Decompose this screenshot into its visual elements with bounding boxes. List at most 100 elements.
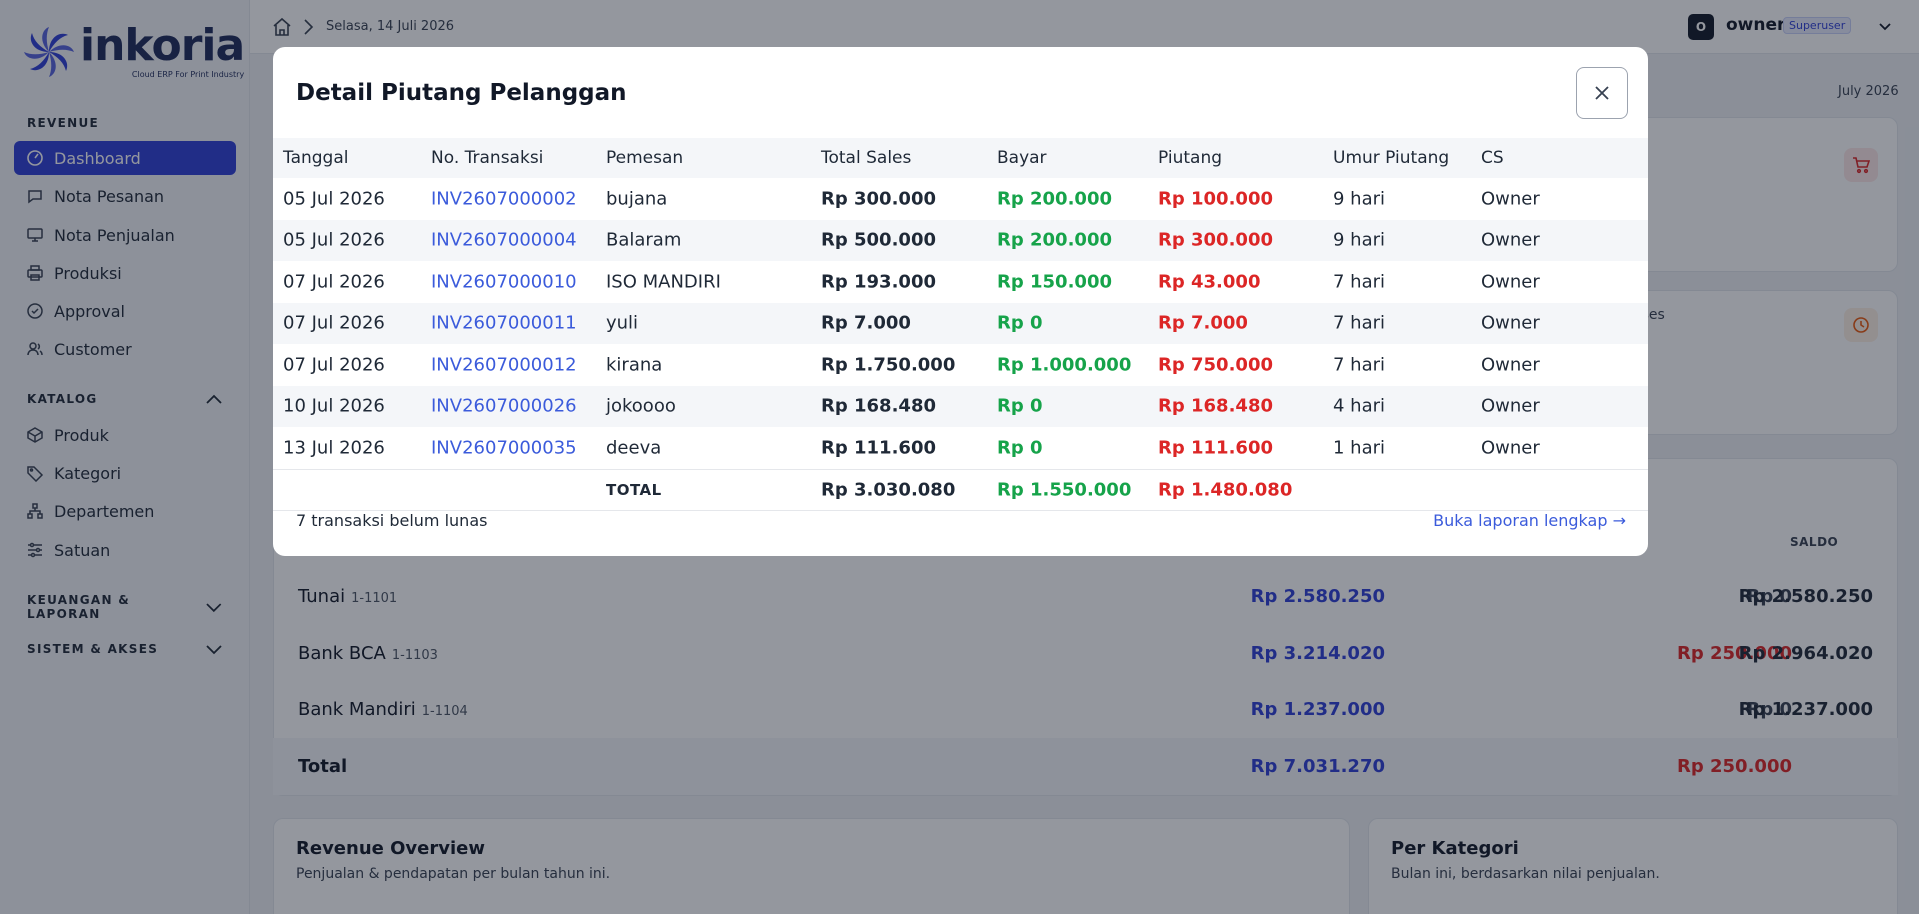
invoice-link[interactable]: INV2607000012	[431, 354, 577, 376]
user-name[interactable]: owner	[1726, 15, 1786, 35]
total-label: Total	[298, 756, 348, 777]
chevron-down-icon[interactable]	[1878, 20, 1892, 34]
column-header: Total Sales	[821, 148, 912, 168]
cell-cs: Owner	[1481, 354, 1540, 376]
cell-customer: yuli	[606, 312, 639, 334]
brand-tagline: Cloud ERP For Print Industry	[131, 70, 245, 79]
account-name: Bank BCA	[298, 643, 386, 664]
cell-customer: deeva	[606, 437, 662, 459]
cell-customer: jokoooo	[606, 395, 676, 417]
table-header-row: Tanggal No. Transaksi Pemesan Total Sale…	[273, 138, 1648, 178]
cell-cs: Owner	[1481, 395, 1540, 417]
cell-date: 07 Jul 2026	[283, 312, 385, 334]
cell-receivable: Rp 168.480	[1158, 395, 1273, 417]
cell-cs: Owner	[1481, 271, 1540, 293]
table-row[interactable]: 07 Jul 2026 INV2607000011 yuli Rp 7.000 …	[273, 302, 1648, 344]
total-label: TOTAL	[606, 480, 662, 499]
table-total-row: Total Rp 7.031.270 Rp 250.000	[273, 738, 1898, 795]
table-row[interactable]: Bank BCA 1-1103 Rp 3.214.020 Rp 250.000 R…	[273, 625, 1898, 682]
users-icon	[26, 340, 44, 358]
column-header: Umur Piutang	[1333, 148, 1450, 168]
close-icon	[1595, 86, 1609, 100]
section-katalog[interactable]: KATALOG	[27, 392, 223, 406]
cell-receivable: Rp 300.000	[1158, 229, 1273, 251]
invoice-link[interactable]: INV2607000002	[431, 188, 577, 210]
total-receivable: Rp 1.480.080	[1158, 479, 1293, 500]
cell-total-sales: Rp 300.000	[821, 188, 936, 210]
cell-total-sales: Rp 7.000	[821, 312, 911, 334]
table-row[interactable]: 07 Jul 2026 INV2607000010 ISO MANDIRI Rp…	[273, 261, 1648, 303]
sidebar-item-customer[interactable]: Customer	[14, 332, 236, 366]
account-code: 1-1101	[351, 591, 398, 606]
cell-total-sales: Rp 193.000	[821, 271, 936, 293]
cell-paid: Rp 0	[997, 395, 1043, 417]
cell-paid: Rp 200.000	[997, 229, 1112, 251]
sidebar-item-label: Kategori	[54, 463, 122, 483]
cash-out: Rp 0	[1746, 699, 1792, 720]
cell-total-sales: Rp 500.000	[821, 229, 936, 251]
cell-age: 7 hari	[1333, 354, 1386, 376]
invoice-link[interactable]: INV2607000010	[431, 271, 577, 293]
table-row[interactable]: 05 Jul 2026 INV2607000004 Balaram Rp 500…	[273, 219, 1648, 261]
sidebar-item-label: Nota Penjualan	[54, 225, 175, 245]
cell-date: 10 Jul 2026	[283, 395, 385, 417]
sidebar-item-approval[interactable]: Approval	[14, 294, 236, 328]
table-row[interactable]: 05 Jul 2026 INV2607000002 bujana Rp 300.…	[273, 178, 1648, 220]
sidebar-item-dashboard[interactable]: Dashboard	[14, 141, 236, 175]
table-row[interactable]: 07 Jul 2026 INV2607000012 kirana Rp 1.75…	[273, 344, 1648, 386]
column-header: Piutang	[1158, 148, 1223, 168]
cell-total-sales: Rp 1.750.000	[821, 354, 956, 376]
month-label: July 2026	[1838, 84, 1899, 99]
revenue-overview-title: Revenue Overview	[296, 838, 485, 859]
account-name: Tunai	[298, 586, 346, 607]
section-keuangan-label: KEUANGAN & LAPORAN	[27, 593, 131, 621]
account-code: 1-1103	[391, 648, 438, 663]
sidebar-item-produk[interactable]: Produk	[14, 418, 236, 452]
unpaid-count: 7 transaksi belum lunas	[296, 511, 488, 530]
breadcrumb-date: Selasa, 14 Juli 2026	[326, 19, 455, 34]
printer-icon	[26, 264, 44, 282]
brand-logo[interactable]: inkoria Cloud ERP For Print Industry	[22, 24, 245, 79]
chevron-down-icon	[206, 645, 222, 655]
cell-age: 9 hari	[1333, 229, 1386, 251]
sidebar-item-kategori[interactable]: Kategori	[14, 456, 236, 490]
cell-cs: Owner	[1481, 312, 1540, 334]
table-row[interactable]: 13 Jul 2026 INV2607000035 deeva Rp 111.6…	[273, 427, 1648, 469]
cell-customer: Balaram	[606, 229, 682, 251]
column-header: Tanggal	[283, 148, 349, 168]
cell-paid: Rp 150.000	[997, 271, 1112, 293]
cash-out: Rp 0	[1746, 586, 1792, 607]
section-sistem[interactable]: SISTEM & AKSES	[27, 642, 223, 656]
cell-paid: Rp 200.000	[997, 188, 1112, 210]
sidebar-item-departemen[interactable]: Departemen	[14, 494, 236, 528]
sidebar-item-produksi[interactable]: Produksi	[14, 256, 236, 290]
dashboard-icon	[26, 149, 44, 167]
invoice-link[interactable]: INV2607000035	[431, 437, 577, 459]
invoice-link[interactable]: INV2607000011	[431, 312, 577, 334]
total-paid: Rp 1.550.000	[997, 479, 1132, 500]
balance: Rp 1.237.000	[1738, 699, 1873, 720]
chevron-up-icon	[206, 394, 222, 404]
cell-age: 1 hari	[1333, 437, 1386, 459]
table-row[interactable]: 10 Jul 2026 INV2607000026 jokoooo Rp 168…	[273, 385, 1648, 427]
invoice-link[interactable]: INV2607000004	[431, 229, 577, 251]
sidebar-item-label: Produk	[54, 425, 109, 445]
sidebar-item-nota-penjualan[interactable]: Nota Penjualan	[14, 218, 236, 252]
saldo-header: SALDO	[1790, 535, 1839, 549]
sidebar-item-satuan[interactable]: Satuan	[14, 533, 236, 567]
table-row[interactable]: Bank Mandiri 1-1104 Rp 1.237.000 Rp 0 Rp …	[273, 681, 1898, 738]
top-bar: Selasa, 14 Juli 2026 O owner Superuser	[250, 0, 1919, 54]
open-full-report-link[interactable]: Buka laporan lengkap →	[1433, 511, 1626, 530]
monitor-icon	[26, 226, 44, 244]
close-button[interactable]	[1576, 67, 1628, 119]
cell-paid: Rp 1.000.000	[997, 354, 1132, 376]
receivable-detail-modal: Detail Piutang Pelanggan Tanggal No. Tra…	[273, 47, 1648, 556]
total-cash-out: Rp 250.000	[1677, 756, 1792, 777]
sidebar-item-nota-pesanan[interactable]: Nota Pesanan	[14, 179, 236, 213]
invoice-link[interactable]: INV2607000026	[431, 395, 577, 417]
home-icon[interactable]	[272, 17, 292, 37]
section-keuangan[interactable]: KEUANGAN & LAPORAN	[27, 593, 223, 621]
table-row[interactable]: Tunai 1-1101 Rp 2.580.250 Rp 0 Rp 2.580.2…	[273, 568, 1898, 625]
avatar[interactable]: O	[1688, 14, 1714, 40]
cell-date: 05 Jul 2026	[283, 188, 385, 210]
